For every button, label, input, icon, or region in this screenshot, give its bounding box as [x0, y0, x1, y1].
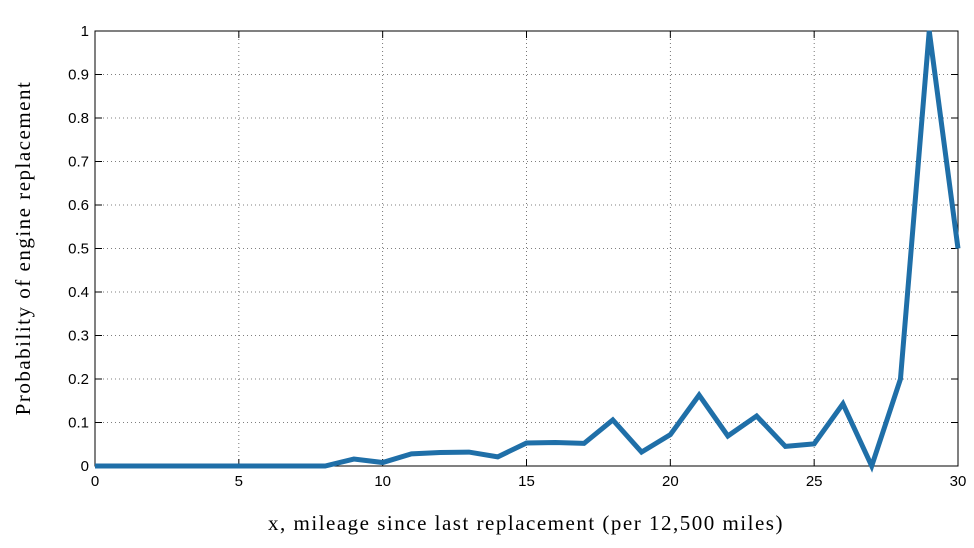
x-tick-label: 20: [662, 473, 679, 490]
x-tick-label: 5: [235, 473, 243, 490]
x-tick-label: 10: [374, 473, 391, 490]
x-tick-label: 0: [91, 473, 99, 490]
data-line: [95, 30, 961, 473]
y-tick-label: 1: [81, 23, 89, 40]
y-tick-label: 0.4: [68, 284, 89, 301]
y-tick-label: 0: [81, 458, 89, 475]
y-tick-label: 0.7: [68, 154, 89, 171]
y-tick-label: 0.1: [68, 415, 89, 432]
y-tick-label: 0.5: [68, 241, 89, 258]
y-tick-label: 0.6: [68, 197, 89, 214]
x-tick-label: 15: [518, 473, 535, 490]
x-axis-label: x, mileage since last replacement (per 1…: [268, 511, 784, 535]
y-axis-label: Probability of engine replacement: [11, 81, 35, 416]
plot-frame: [94, 30, 959, 467]
y-tick-label: 0.9: [68, 67, 89, 84]
x-tick-label: 25: [806, 473, 823, 490]
y-tick-label: 0.2: [68, 371, 89, 388]
x-tick-label: 30: [950, 473, 967, 490]
y-tick-label: 0.3: [68, 328, 89, 345]
y-tick-label: 0.8: [68, 110, 89, 127]
